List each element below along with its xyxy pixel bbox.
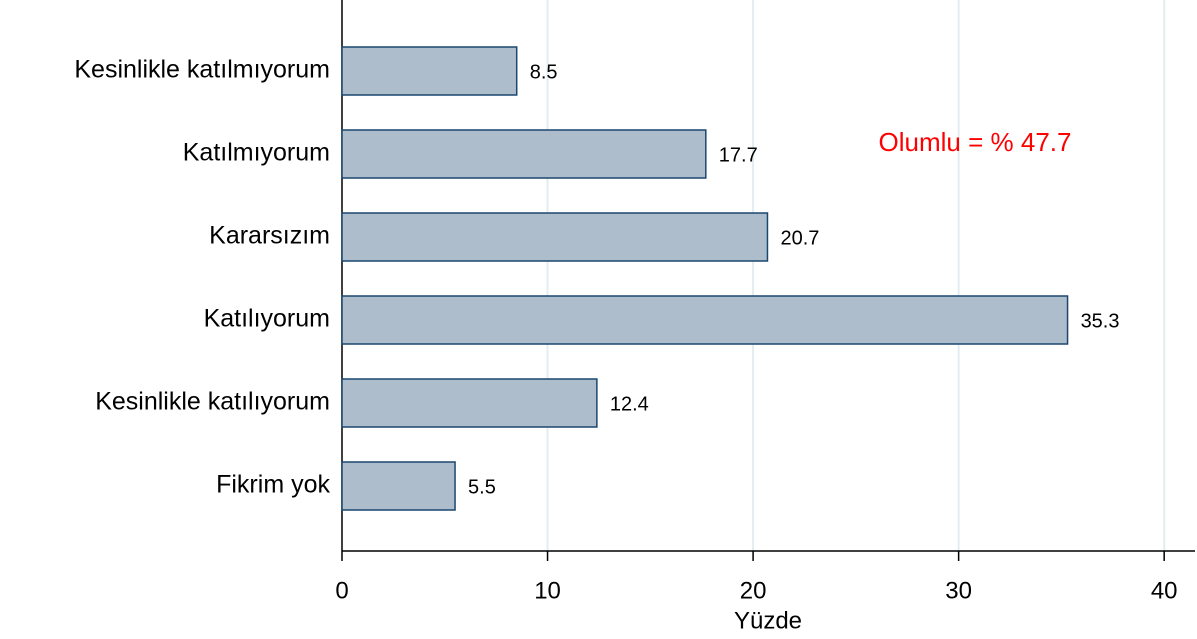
x-tick-label: 10 [534, 577, 561, 604]
value-label: 8.5 [530, 61, 558, 83]
bar [341, 378, 598, 428]
value-label: 35.3 [1081, 310, 1120, 332]
value-label: 5.5 [468, 476, 496, 498]
x-axis-label: Yüzde [734, 607, 802, 634]
annotation: Olumlu = % 47.7 [879, 127, 1072, 157]
bar [341, 212, 769, 262]
x-tick-label: 30 [945, 577, 972, 604]
bar [341, 46, 518, 96]
y-tick-label: Kesinlikle katılmıyorum [74, 56, 330, 84]
y-tick-label: Fikrim yok [216, 471, 330, 499]
y-tick-label: Kesinlikle katılıyorum [95, 388, 330, 416]
value-label: 20.7 [780, 227, 819, 249]
y-tick-label: Katılmıyorum [183, 139, 330, 167]
value-label: 12.4 [610, 393, 649, 415]
y-tick-label: Katılıyorum [204, 305, 330, 333]
bar [341, 295, 1069, 345]
x-tick-label: 40 [1151, 577, 1178, 604]
bar [341, 461, 456, 511]
x-tick-label: 20 [740, 577, 767, 604]
bar [341, 129, 707, 179]
value-label: 17.7 [719, 144, 758, 166]
x-tick-label: 0 [335, 577, 348, 604]
y-tick-label: Kararsızım [209, 222, 330, 250]
